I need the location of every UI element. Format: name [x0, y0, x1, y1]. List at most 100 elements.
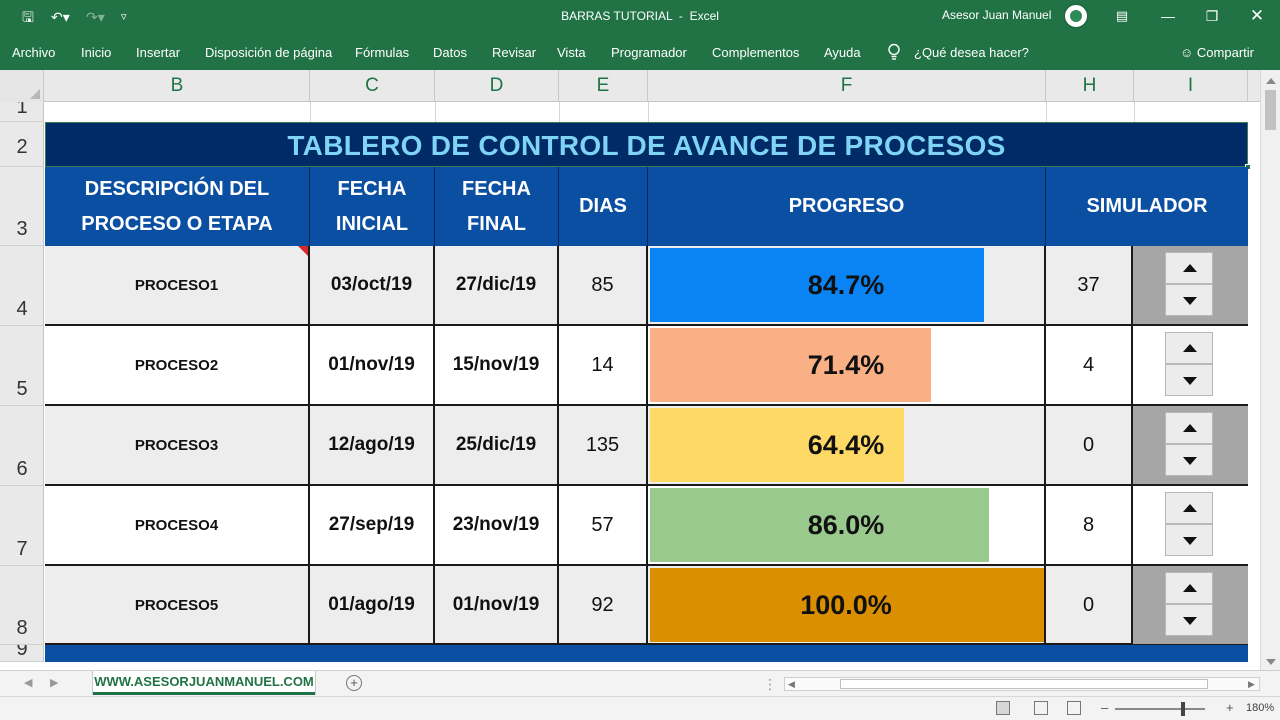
progress-cell[interactable]: 84.7% [648, 246, 1046, 324]
tab-programador[interactable]: Programador [611, 45, 687, 60]
zoom-level[interactable]: 180% [1246, 702, 1275, 714]
simulator-value-cell[interactable]: 4 [1046, 326, 1133, 404]
tab-insertar[interactable]: Insertar [136, 45, 181, 60]
zoom-in-icon[interactable]: + [1226, 700, 1234, 715]
days-cell[interactable]: 57 [559, 486, 648, 564]
worksheet-grid[interactable]: TABLERO DE CONTROL DE AVANCE DE PROCESOS… [45, 102, 1260, 662]
spin-up-button[interactable] [1165, 572, 1213, 604]
tab-disposicion-de-pagina[interactable]: Disposición de página [205, 45, 333, 60]
start-date-cell[interactable]: 27/sep/19 [310, 486, 435, 564]
restore-icon[interactable]: ❐ [1205, 8, 1219, 24]
horizontal-scrollbar[interactable]: ◀ ▶ [784, 677, 1260, 691]
page-layout-view-icon[interactable] [1034, 701, 1048, 715]
scroll-thumb[interactable] [1265, 90, 1276, 130]
zoom-slider[interactable] [1115, 708, 1205, 710]
header-dias[interactable]: DIAS [559, 167, 648, 246]
header-fecha-inicial[interactable]: FECHA INICIAL [310, 167, 435, 246]
simulator-value-cell[interactable]: 8 [1046, 486, 1133, 564]
column-header-b[interactable]: B [45, 70, 310, 102]
scroll-left-icon[interactable]: ◀ [788, 679, 795, 689]
tab-archivo[interactable]: Archivo [12, 45, 56, 60]
row-header-5[interactable]: 5 [0, 326, 44, 406]
spin-down-button[interactable] [1165, 284, 1213, 316]
spin-up-button[interactable] [1165, 412, 1213, 444]
row-header-7[interactable]: 7 [0, 486, 44, 566]
row-header-4[interactable]: 4 [0, 246, 44, 326]
progress-cell[interactable]: 71.4% [648, 326, 1046, 404]
spin-down-button[interactable] [1165, 364, 1213, 396]
comment-indicator[interactable] [298, 246, 308, 256]
days-cell[interactable]: 85 [559, 246, 648, 324]
scroll-up-icon[interactable] [1266, 78, 1276, 84]
end-date-cell[interactable]: 01/nov/19 [435, 566, 559, 644]
simulator-value-cell[interactable]: 37 [1046, 246, 1133, 324]
days-cell[interactable]: 92 [559, 566, 648, 644]
tab-revisar[interactable]: Revisar [492, 45, 537, 60]
progress-cell[interactable]: 64.4% [648, 406, 1046, 484]
column-header-h[interactable]: H [1046, 70, 1134, 102]
dashboard-title[interactable]: TABLERO DE CONTROL DE AVANCE DE PROCESOS [45, 122, 1248, 167]
tab-complementos[interactable]: Complementos [712, 45, 800, 60]
process-name-cell[interactable]: PROCESO1 [45, 246, 310, 324]
redo-icon[interactable]: ↷▾ [86, 9, 105, 25]
process-name-cell[interactable]: PROCESO3 [45, 406, 310, 484]
tab-ayuda[interactable]: Ayuda [824, 45, 861, 60]
save-icon[interactable]: 🖫 [22, 9, 34, 25]
tab-inicio[interactable]: Inicio [81, 45, 112, 60]
minimize-icon[interactable]: — [1161, 8, 1175, 24]
zoom-slider-thumb[interactable] [1181, 702, 1185, 716]
process-name-cell[interactable]: PROCESO4 [45, 486, 310, 564]
more-options-icon[interactable]: ⋮ [763, 676, 777, 692]
column-header-e[interactable]: E [559, 70, 648, 102]
next-sheet-icon[interactable]: ▶ [50, 677, 59, 689]
spin-up-button[interactable] [1165, 332, 1213, 364]
simulator-value-cell[interactable]: 0 [1046, 406, 1133, 484]
user-name[interactable]: Asesor Juan Manuel [942, 8, 1052, 22]
row-header-6[interactable]: 6 [0, 406, 44, 486]
sheet-tab[interactable]: WWW.ASESORJUANMANUEL.COM [93, 671, 315, 695]
add-sheet-icon[interactable]: + [346, 675, 362, 691]
tab-datos[interactable]: Datos [433, 45, 467, 60]
days-cell[interactable]: 135 [559, 406, 648, 484]
process-name-cell[interactable]: PROCESO5 [45, 566, 310, 644]
horizontal-scroll-thumb[interactable] [840, 679, 1208, 689]
header-fecha-final[interactable]: FECHA FINAL [435, 167, 559, 246]
close-icon[interactable]: ✕ [1249, 6, 1265, 25]
normal-view-icon[interactable] [996, 701, 1010, 715]
page-break-view-icon[interactable] [1067, 701, 1081, 715]
start-date-cell[interactable]: 01/ago/19 [310, 566, 435, 644]
process-name-cell[interactable]: PROCESO2 [45, 326, 310, 404]
spin-down-button[interactable] [1165, 444, 1213, 476]
simulator-value-cell[interactable]: 0 [1046, 566, 1133, 644]
start-date-cell[interactable]: 03/oct/19 [310, 246, 435, 324]
spin-up-button[interactable] [1165, 252, 1213, 284]
progress-cell[interactable]: 100.0% [648, 566, 1046, 644]
header-simulador[interactable]: SIMULADOR [1046, 167, 1248, 246]
column-header-d[interactable]: D [435, 70, 559, 102]
start-date-cell[interactable]: 01/nov/19 [310, 326, 435, 404]
tab-vista[interactable]: Vista [557, 45, 586, 60]
spin-up-button[interactable] [1165, 492, 1213, 524]
customize-toolbar-icon[interactable]: ▿ [121, 11, 127, 23]
vertical-scrollbar[interactable] [1260, 70, 1280, 670]
share-button[interactable]: ☺ Compartir [1180, 45, 1254, 60]
row-header-3[interactable]: 3 [0, 167, 44, 246]
end-date-cell[interactable]: 27/dic/19 [435, 246, 559, 324]
row-header-1[interactable]: 1 [0, 102, 44, 122]
spin-down-button[interactable] [1165, 524, 1213, 556]
column-header-f[interactable]: F [648, 70, 1046, 102]
select-all-corner[interactable] [0, 70, 44, 102]
header-descripcion[interactable]: DESCRIPCIÓN DEL PROCESO O ETAPA [45, 167, 310, 246]
previous-sheet-icon[interactable]: ◀ [24, 677, 33, 689]
scroll-down-icon[interactable] [1266, 659, 1276, 665]
undo-icon[interactable]: ↶▾ [51, 9, 70, 25]
days-cell[interactable]: 14 [559, 326, 648, 404]
header-progreso[interactable]: PROGRESO [648, 167, 1046, 246]
tell-me-search[interactable]: ¿Qué desea hacer? [914, 45, 1029, 60]
start-date-cell[interactable]: 12/ago/19 [310, 406, 435, 484]
avatar[interactable] [1063, 3, 1089, 29]
scroll-right-icon[interactable]: ▶ [1248, 679, 1255, 689]
row-header-8[interactable]: 8 [0, 566, 44, 645]
progress-cell[interactable]: 86.0% [648, 486, 1046, 564]
spin-down-button[interactable] [1165, 604, 1213, 636]
